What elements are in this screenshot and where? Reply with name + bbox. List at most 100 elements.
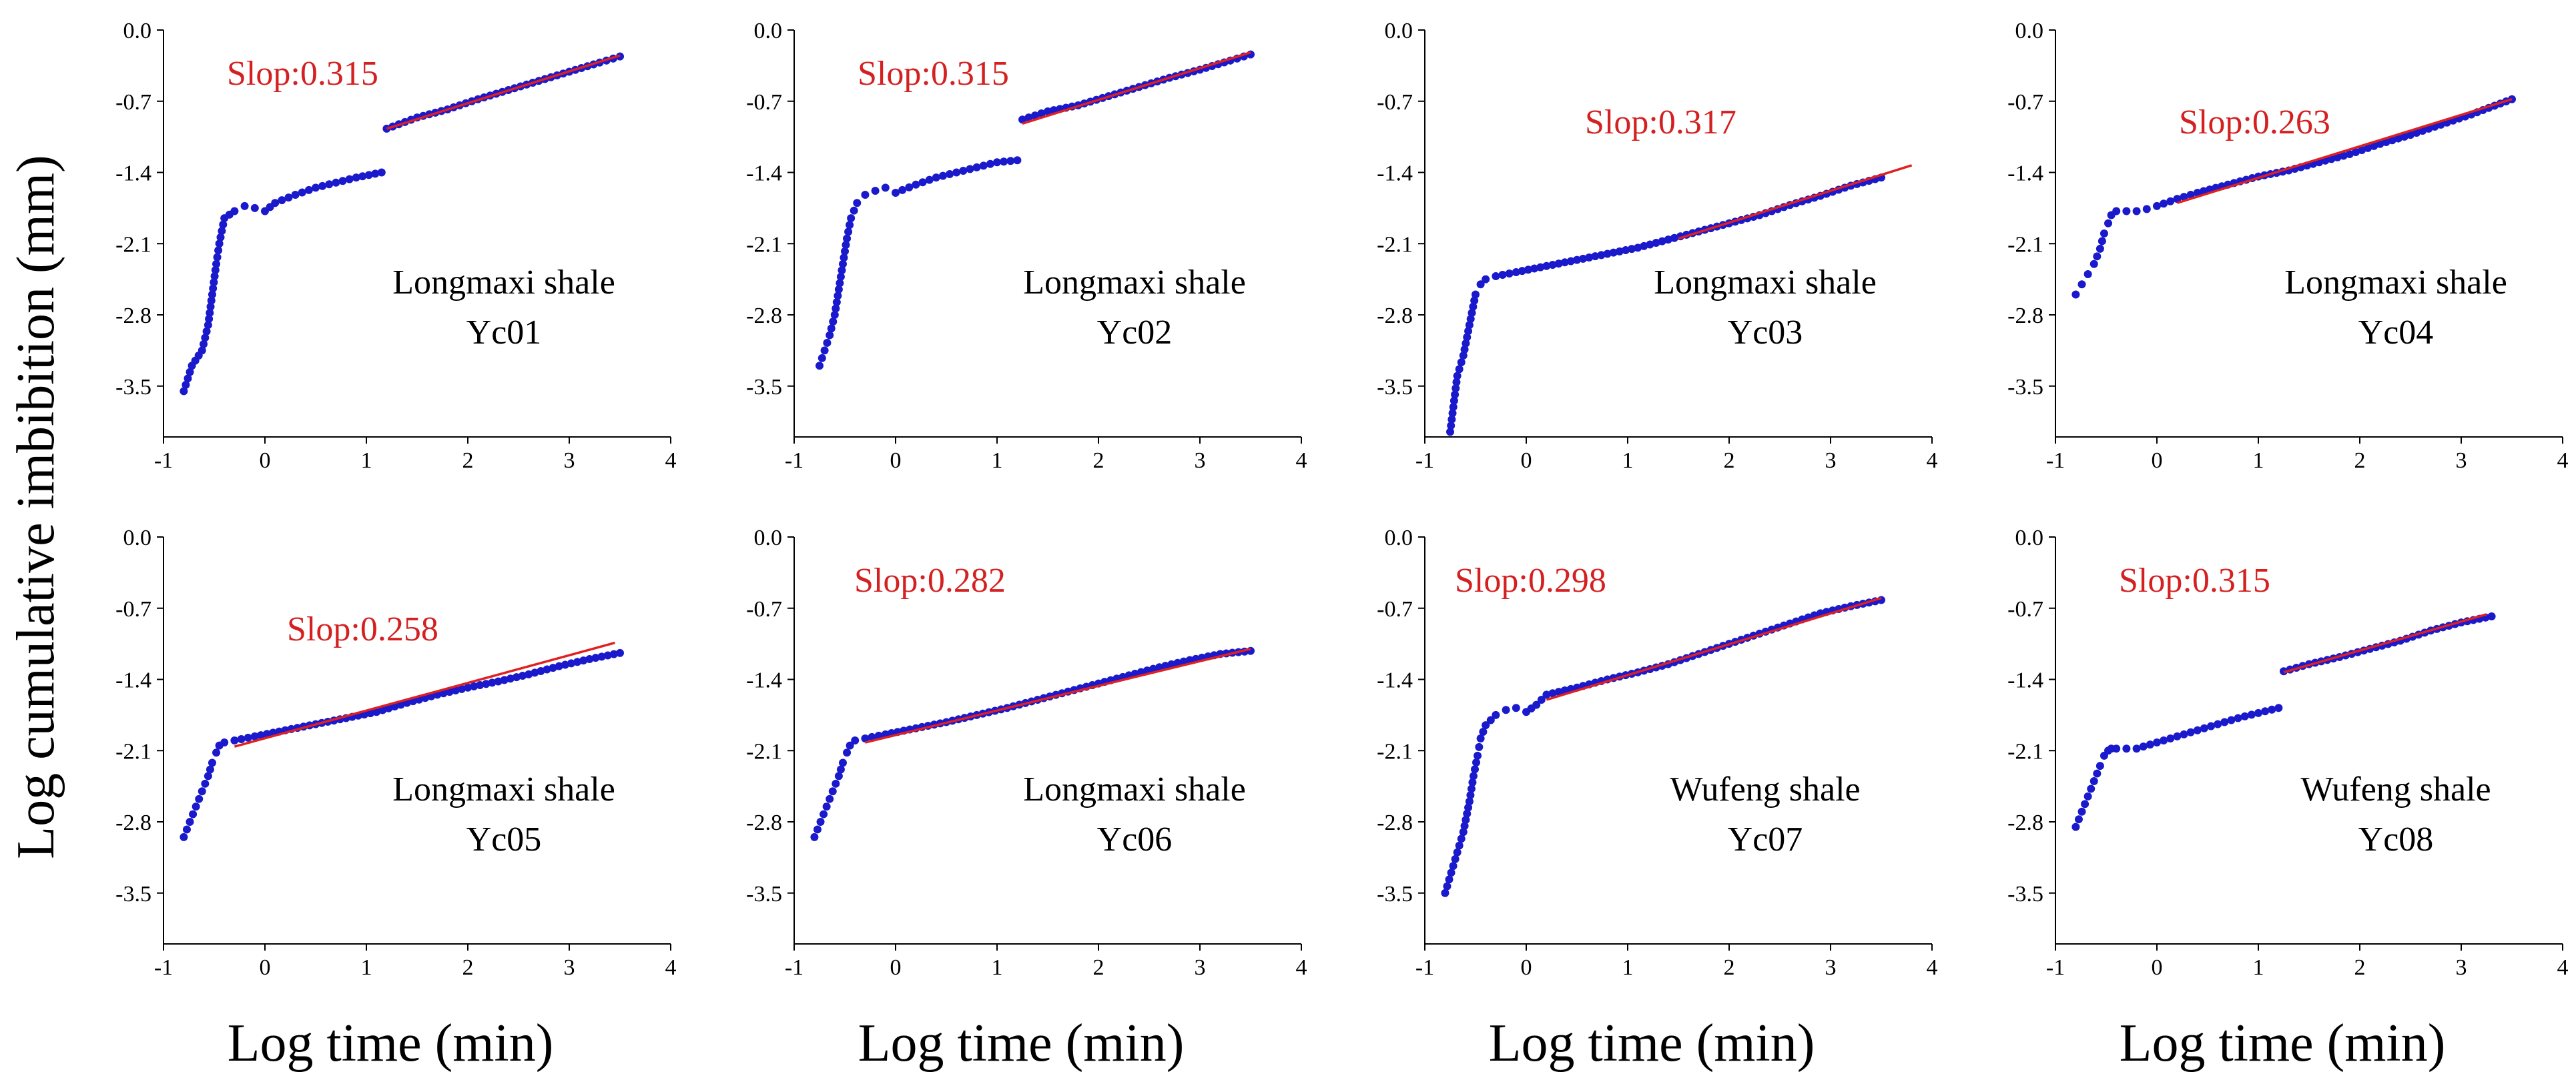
data-point: [519, 672, 527, 680]
data-point: [1167, 660, 1176, 668]
data-point: [1532, 700, 1541, 709]
x-tick-label: 3: [564, 448, 575, 473]
data-point: [979, 161, 988, 170]
x-axis-label-col-1: Log time (min): [228, 1014, 554, 1073]
data-point: [946, 170, 954, 179]
y-tick-label: -2.8: [115, 811, 151, 835]
data-point: [2071, 290, 2080, 299]
x-tick-label: 4: [2557, 955, 2569, 980]
x-tick-label: 0: [890, 448, 902, 473]
data-point: [840, 253, 848, 262]
data-point: [2200, 724, 2208, 732]
y-tick-label: -3.5: [746, 882, 782, 907]
data-point: [1476, 734, 1485, 742]
chart-panel-4: -1 0 1 2 3 4 0.0 -0.7 -1.4 -2.1 -2.8 -3.5 Slop:0.263…: [2007, 19, 2568, 473]
y-tick-label: -2.8: [115, 304, 151, 328]
y-tick-label: -2.1: [746, 232, 782, 257]
x-axis-label-col-3: Log time (min): [1489, 1014, 1815, 1073]
fit-line: [1678, 164, 1913, 240]
data-point: [2240, 712, 2249, 720]
data-point: [204, 772, 212, 780]
fit-line: [234, 641, 615, 748]
y-tick-label: -0.7: [115, 90, 151, 115]
lithology-label: Wufeng shale: [1670, 770, 1860, 809]
data-point: [1542, 261, 1551, 270]
x-tick-label: -1: [1415, 448, 1434, 473]
data-point: [1664, 235, 1672, 244]
data-point: [1486, 716, 1495, 724]
data-point: [189, 810, 198, 819]
data-point: [925, 175, 934, 184]
data-point: [2487, 612, 2496, 620]
data-point: [2139, 742, 2148, 751]
fit-line: [1022, 51, 1251, 125]
x-tick-label: 0: [1521, 448, 1532, 473]
x-tick-label: 1: [2253, 448, 2264, 473]
data-point: [304, 185, 313, 194]
data-point: [525, 670, 533, 678]
data-point: [579, 656, 588, 665]
data-point: [1465, 797, 1474, 806]
data-point: [1566, 257, 1575, 265]
data-point: [1468, 308, 1476, 317]
fit-line: [1546, 596, 1882, 701]
x-tick-label: 4: [2557, 448, 2569, 473]
x-tick-label: 1: [992, 955, 1003, 980]
data-point: [1530, 264, 1539, 273]
lithology-label: Longmaxi shale: [1023, 770, 1246, 809]
slope-label: Slop:0.282: [854, 562, 1006, 600]
data-point: [918, 178, 927, 187]
x-axis-label-col-2: Log time (min): [858, 1014, 1185, 1073]
data-point: [2339, 151, 2348, 160]
data-point: [531, 668, 539, 677]
lithology-label: Longmaxi shale: [392, 770, 615, 809]
data-point: [377, 168, 386, 177]
data-point: [211, 265, 220, 274]
data-series-1: [1441, 596, 1885, 897]
y-tick-label: -2.8: [1377, 304, 1413, 328]
data-point: [986, 159, 994, 168]
x-tick-label: 3: [1825, 448, 1837, 473]
data-point: [1155, 663, 1164, 672]
sample-label: Yc03: [1728, 314, 1803, 352]
data-point: [826, 331, 834, 340]
data-point: [212, 748, 221, 757]
y-tick-label: -0.7: [2007, 90, 2043, 115]
y-tick-label: -1.4: [1377, 161, 1413, 186]
data-point: [2419, 126, 2427, 135]
data-point: [1459, 352, 1468, 360]
x-tick-label: -1: [154, 448, 173, 473]
data-point: [1465, 321, 1474, 330]
data-series-1: [1446, 173, 1885, 436]
data-point: [182, 380, 190, 389]
data-point: [1524, 265, 1533, 274]
data-point: [2214, 720, 2222, 728]
data-point: [832, 298, 841, 306]
data-point: [1537, 696, 1546, 704]
slope-label: Slop:0.315: [227, 55, 378, 93]
data-point: [830, 311, 839, 319]
data-point: [1479, 728, 1488, 736]
y-tick-label: -2.1: [1377, 232, 1413, 257]
data-point: [204, 321, 212, 330]
data-point: [1658, 237, 1666, 245]
data-point: [2083, 270, 2092, 278]
data-point: [1006, 157, 1015, 165]
y-tick-label: -2.1: [115, 739, 151, 764]
data-point: [318, 181, 327, 190]
data-point: [1536, 263, 1545, 272]
data-point: [1482, 721, 1490, 730]
data-point: [1640, 241, 1648, 250]
data-point: [820, 810, 828, 819]
data-point: [2096, 762, 2104, 770]
data-point: [2186, 191, 2195, 199]
y-tick-label: -0.7: [746, 90, 782, 115]
data-point: [208, 758, 216, 767]
sample-label: Yc06: [1097, 821, 1173, 859]
data-point: [2093, 252, 2102, 261]
data-point: [836, 765, 845, 774]
data-point: [1459, 828, 1468, 837]
data-point: [543, 665, 551, 674]
data-point: [208, 290, 216, 299]
data-point: [494, 677, 503, 686]
